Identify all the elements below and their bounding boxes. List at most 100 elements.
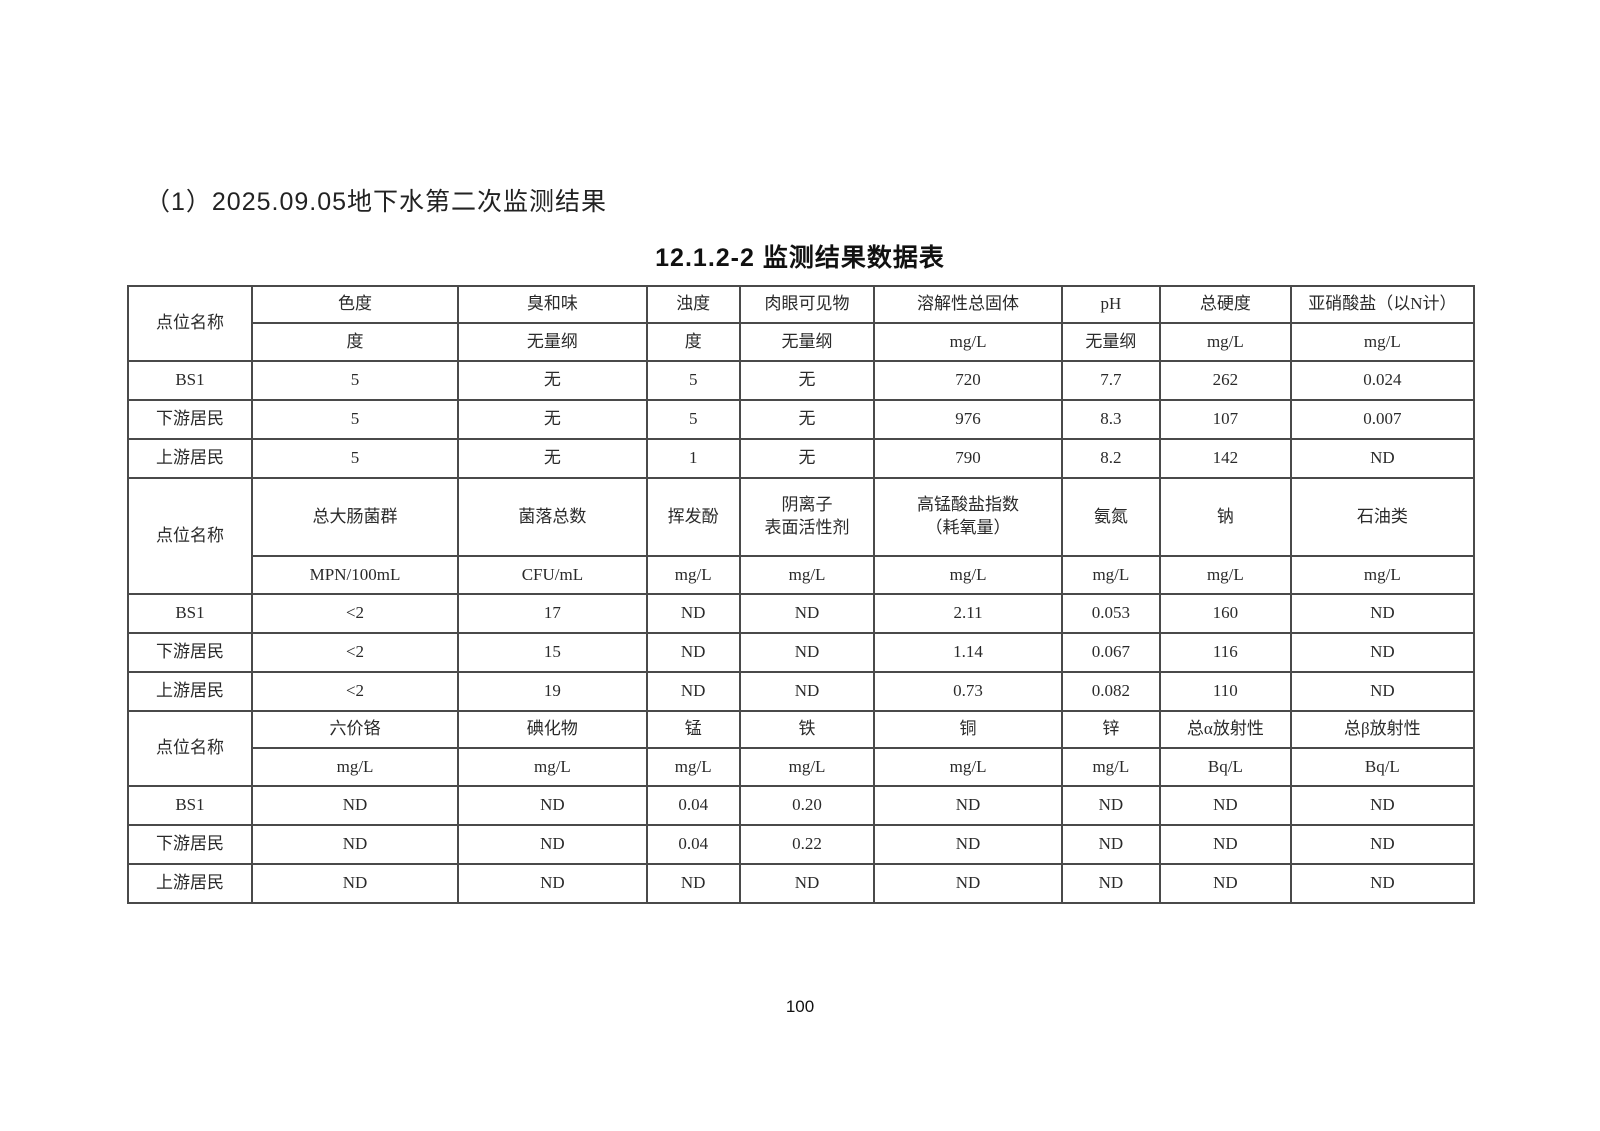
param-header-cell: 铜 bbox=[873, 710, 1063, 749]
table-row: 下游居民 <2 15 ND ND 1.14 0.067 116 ND bbox=[127, 632, 1476, 673]
value-cell: 160 bbox=[1159, 593, 1292, 634]
unit-header-cell: mg/L bbox=[1289, 555, 1476, 595]
value-cell: ND bbox=[738, 632, 876, 673]
table-row: 上游居民 5 无 1 无 790 8.2 142 ND bbox=[127, 438, 1476, 479]
unit-header-cell: 无量纲 bbox=[738, 322, 876, 362]
unit-header-cell: mg/L bbox=[873, 747, 1063, 787]
value-cell: ND bbox=[1289, 632, 1476, 673]
value-cell: ND bbox=[457, 863, 648, 904]
param-header-cell: 石油类 bbox=[1289, 477, 1476, 557]
table-row-param-header: 点位名称 总大肠菌群 菌落总数 挥发酚 阴离子 表面活性剂 高锰酸盐指数 （耗氧… bbox=[127, 477, 1476, 595]
param-header-cell: 色度 bbox=[250, 285, 460, 324]
value-cell: ND bbox=[1159, 824, 1292, 865]
value-cell: ND bbox=[1060, 863, 1162, 904]
unit-header-cell: Bq/L bbox=[1289, 747, 1476, 787]
value-cell: ND bbox=[1289, 438, 1476, 479]
value-cell: 107 bbox=[1159, 399, 1292, 440]
value-cell: 无 bbox=[457, 399, 648, 440]
value-cell: ND bbox=[250, 863, 460, 904]
unit-header-cell: mg/L bbox=[645, 747, 741, 787]
page-number: 100 bbox=[785, 997, 815, 1016]
value-cell: 0.04 bbox=[645, 785, 741, 826]
unit-header-cell: mg/L bbox=[873, 322, 1063, 362]
value-cell: ND bbox=[250, 824, 460, 865]
value-cell: 1.14 bbox=[873, 632, 1063, 673]
site-name-cell: 下游居民 bbox=[127, 399, 253, 440]
unit-header-cell: mg/L bbox=[1159, 555, 1292, 595]
unit-header-cell: mg/L bbox=[1289, 322, 1476, 362]
unit-header-cell: 度 bbox=[645, 322, 741, 362]
unit-header-cell: mg/L bbox=[1060, 555, 1162, 595]
value-cell: 720 bbox=[873, 360, 1063, 401]
value-cell: ND bbox=[873, 824, 1063, 865]
param-header-cell: 挥发酚 bbox=[645, 477, 741, 557]
value-cell: ND bbox=[738, 593, 876, 634]
value-cell: 142 bbox=[1159, 438, 1292, 479]
param-header-cell: 总大肠菌群 bbox=[250, 477, 460, 557]
table-row-param-header: 点位名称 六价铬 碘化物 锰 铁 铜 锌 总α放射性 总β放射性 bbox=[127, 710, 1476, 787]
param-header-cell: 溶解性总固体 bbox=[873, 285, 1063, 324]
param-header-cell: 六价铬 bbox=[250, 710, 460, 749]
param-header-cell: 锌 bbox=[1060, 710, 1162, 749]
value-cell: ND bbox=[873, 785, 1063, 826]
param-header-cell: 总β放射性 bbox=[1289, 710, 1476, 749]
table-row-unit-header: mg/L mg/L mg/L mg/L mg/L mg/L Bq/L Bq/L bbox=[128, 747, 1476, 787]
value-cell: ND bbox=[1289, 785, 1476, 826]
value-cell: 790 bbox=[873, 438, 1063, 479]
value-cell: 5 bbox=[250, 399, 460, 440]
value-cell: ND bbox=[1060, 785, 1162, 826]
value-cell: 5 bbox=[250, 360, 460, 401]
value-cell: ND bbox=[1289, 863, 1476, 904]
value-cell: 5 bbox=[645, 360, 741, 401]
value-cell: ND bbox=[645, 632, 741, 673]
value-cell: 8.2 bbox=[1060, 438, 1162, 479]
param-header-cell: 高锰酸盐指数 （耗氧量） bbox=[873, 477, 1063, 557]
value-cell: 无 bbox=[738, 360, 876, 401]
value-cell: 0.73 bbox=[873, 671, 1063, 712]
unit-header-cell: mg/L bbox=[873, 555, 1063, 595]
value-cell: 0.04 bbox=[645, 824, 741, 865]
param-header-cell: 浊度 bbox=[645, 285, 741, 324]
param-header-cell: 菌落总数 bbox=[457, 477, 648, 557]
table-row: 下游居民 ND ND 0.04 0.22 ND ND ND ND bbox=[127, 824, 1476, 865]
value-cell: ND bbox=[1289, 671, 1476, 712]
value-cell: 1 bbox=[645, 438, 741, 479]
value-cell: 无 bbox=[738, 438, 876, 479]
param-header-cell: 氨氮 bbox=[1060, 477, 1162, 557]
value-cell: 无 bbox=[738, 399, 876, 440]
site-name-cell: BS1 bbox=[127, 360, 253, 401]
value-cell: 8.3 bbox=[1060, 399, 1162, 440]
value-cell: ND bbox=[873, 863, 1063, 904]
param-header-cell: 臭和味 bbox=[457, 285, 648, 324]
value-cell: 5 bbox=[250, 438, 460, 479]
value-cell: ND bbox=[1289, 593, 1476, 634]
table-title: 12.1.2-2 监测结果数据表 bbox=[655, 244, 945, 272]
value-cell: ND bbox=[645, 593, 741, 634]
site-column-header: 点位名称 bbox=[127, 477, 253, 595]
unit-header-cell: CFU/mL bbox=[457, 555, 648, 595]
unit-header-cell: mg/L bbox=[1060, 747, 1162, 787]
value-cell: <2 bbox=[250, 632, 460, 673]
value-cell: 无 bbox=[457, 360, 648, 401]
value-cell: ND bbox=[738, 863, 876, 904]
monitoring-results-table: 点位名称 色度 臭和味 浊度 肉眼可见物 溶解性总固体 pH 总硬度 亚硝酸盐（… bbox=[127, 285, 1476, 904]
table-row: BS1 <2 17 ND ND 2.11 0.053 160 ND bbox=[127, 593, 1476, 634]
param-header-cell: pH bbox=[1060, 285, 1162, 324]
value-cell: ND bbox=[1159, 863, 1292, 904]
value-cell: <2 bbox=[250, 671, 460, 712]
value-cell: ND bbox=[457, 785, 648, 826]
value-cell: 0.22 bbox=[738, 824, 876, 865]
value-cell: 262 bbox=[1159, 360, 1292, 401]
value-cell: 0.082 bbox=[1060, 671, 1162, 712]
param-header-cell: 碘化物 bbox=[457, 710, 648, 749]
value-cell: ND bbox=[1289, 824, 1476, 865]
site-name-cell: BS1 bbox=[127, 785, 253, 826]
value-cell: 0.007 bbox=[1289, 399, 1476, 440]
unit-header-cell: 无量纲 bbox=[1060, 322, 1162, 362]
param-header-cell: 肉眼可见物 bbox=[738, 285, 876, 324]
value-cell: ND bbox=[1159, 785, 1292, 826]
table-row-param-header: 点位名称 色度 臭和味 浊度 肉眼可见物 溶解性总固体 pH 总硬度 亚硝酸盐（… bbox=[127, 285, 1476, 362]
param-header-cell: 总α放射性 bbox=[1159, 710, 1292, 749]
param-header-cell: 铁 bbox=[738, 710, 876, 749]
